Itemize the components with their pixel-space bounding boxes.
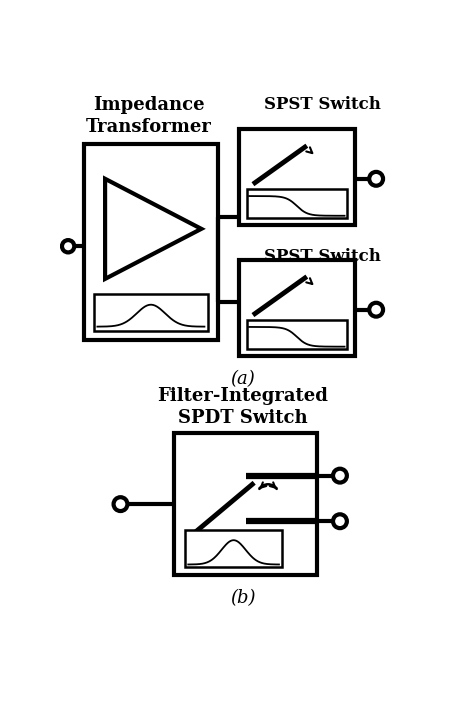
Text: SPST Switch: SPST Switch	[264, 248, 381, 265]
Text: Filter-Integrated
SPDT Switch: Filter-Integrated SPDT Switch	[157, 387, 328, 427]
Text: (a): (a)	[230, 370, 255, 388]
Bar	[239, 129, 355, 225]
Bar	[94, 294, 208, 331]
Circle shape	[62, 240, 74, 253]
Text: Impedance
Transformer: Impedance Transformer	[86, 96, 212, 136]
Text: SPST Switch: SPST Switch	[264, 96, 381, 112]
Bar	[174, 433, 317, 575]
Circle shape	[369, 172, 383, 186]
Circle shape	[369, 303, 383, 317]
Text: (b): (b)	[230, 589, 255, 607]
Bar	[83, 144, 219, 341]
Bar	[247, 189, 347, 218]
Circle shape	[114, 498, 128, 511]
Bar	[239, 260, 355, 356]
Bar	[185, 530, 282, 567]
Bar	[247, 320, 347, 349]
Circle shape	[333, 469, 347, 482]
Circle shape	[333, 514, 347, 528]
